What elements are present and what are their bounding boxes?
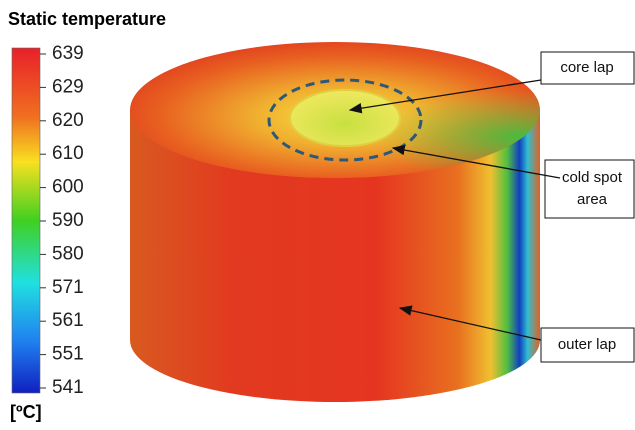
figure: Static temperature 639 629 620 610 600 590 580… xyxy=(0,0,635,430)
colorbar xyxy=(12,48,40,393)
title: Static temperature xyxy=(8,9,166,29)
unit: [ºC] xyxy=(10,402,42,422)
tick-label: 571 xyxy=(52,277,84,298)
annotation-label: outer lap xyxy=(558,336,616,353)
tick-label: 580 xyxy=(52,243,84,264)
tick-label: 639 xyxy=(52,43,84,64)
tick-label: 600 xyxy=(52,177,84,198)
tick-label: 561 xyxy=(52,310,84,331)
annotation-label: core lap xyxy=(560,59,613,76)
tick-label: 590 xyxy=(52,210,84,231)
annotation-label: cold spot xyxy=(562,169,623,186)
core-hole xyxy=(290,90,400,146)
colorbar-ticks: 639 629 620 610 600 590 580 571 561 551 541 xyxy=(40,43,84,398)
tick-label: 610 xyxy=(52,143,84,164)
tick-label: 551 xyxy=(52,344,84,365)
tick-label: 541 xyxy=(52,377,84,398)
tick-label: 620 xyxy=(52,110,84,131)
tick-label: 629 xyxy=(52,76,84,97)
annotation-label: area xyxy=(577,191,608,208)
cylinder xyxy=(130,42,540,402)
